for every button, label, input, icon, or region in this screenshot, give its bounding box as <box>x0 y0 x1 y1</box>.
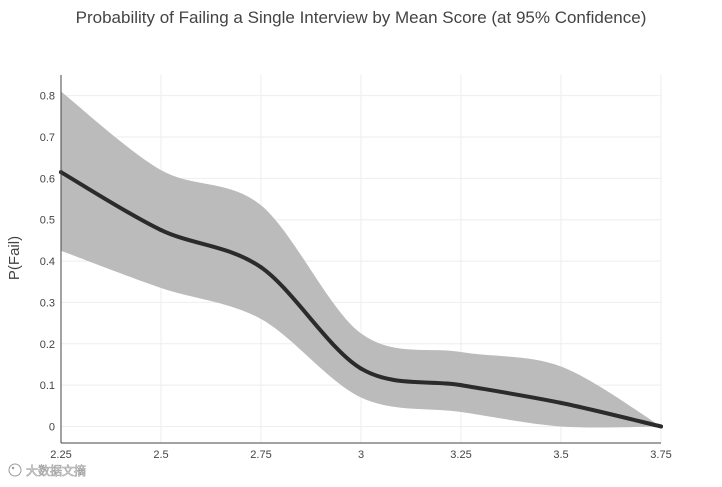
axes <box>60 75 661 444</box>
x-tick-label: 3.25 <box>450 449 471 461</box>
x-tick-label: 2.75 <box>250 449 271 461</box>
data-point <box>359 366 363 371</box>
y-axis-title: P(Fail) <box>6 236 23 280</box>
confidence-band-group <box>61 91 661 428</box>
watermark-icon-dot <box>11 466 15 470</box>
data-point <box>159 228 163 233</box>
y-tick-label: 0.6 <box>40 173 55 185</box>
y-tick-label: 0.1 <box>40 380 55 392</box>
series-line-group <box>59 170 663 429</box>
data-point <box>459 383 463 388</box>
x-tick-label: 2.5 <box>153 449 168 461</box>
y-tick-label: 0.2 <box>40 339 55 351</box>
chart-title: Probability of Failing a Single Intervie… <box>76 8 647 27</box>
x-tick-label: 3 <box>358 449 364 461</box>
y-tick-label: 0.8 <box>40 91 55 103</box>
watermark-icon <box>8 463 22 477</box>
watermark-text: 大数据文摘 <box>26 463 86 478</box>
y-tick-label: 0 <box>49 421 55 433</box>
y-tick-label: 0.3 <box>40 297 55 309</box>
data-point <box>259 265 263 270</box>
x-tick-label: 3.5 <box>553 449 568 461</box>
y-tick-label: 0.4 <box>40 256 55 268</box>
data-point <box>659 424 663 429</box>
x-tick-label: 3.75 <box>650 449 671 461</box>
confidence-band <box>61 91 661 428</box>
x-tick-label: 2.25 <box>50 449 71 461</box>
tick-labels: 0 0.1 0.2 0.3 0.4 0.5 0.6 0.7 0.8 2.25 2.5 2.75 3 3.2… <box>40 91 672 461</box>
y-tick-label: 0.5 <box>40 215 55 227</box>
y-tick-label: 0.7 <box>40 132 55 144</box>
data-point <box>559 400 563 405</box>
watermark-logo: 大数据文摘 <box>8 463 86 478</box>
